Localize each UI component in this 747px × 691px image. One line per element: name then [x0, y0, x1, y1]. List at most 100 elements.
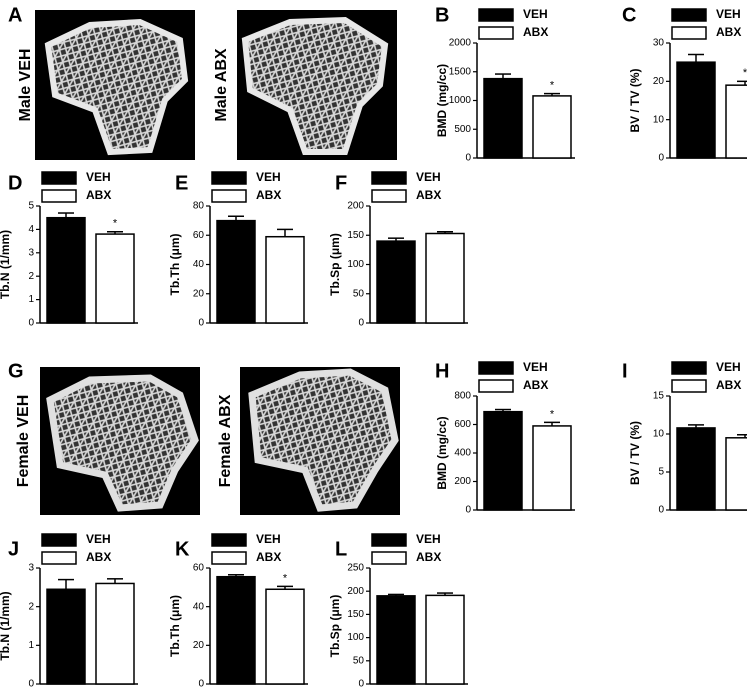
bar: [425, 232, 465, 324]
legend-label: VEH: [86, 532, 111, 546]
y-tick-label: 1: [28, 640, 34, 651]
panel-letter: J: [8, 538, 19, 560]
bar: [265, 588, 305, 685]
legend-swatch: [478, 8, 514, 22]
legend-swatch: [371, 189, 407, 203]
panel-letter: K: [175, 538, 190, 560]
y-tick-label: 40: [193, 601, 205, 612]
legend-label: VEH: [86, 170, 111, 184]
y-tick-label: 2: [28, 601, 34, 612]
bar: [46, 216, 86, 324]
legend-swatch: [478, 379, 514, 393]
panel-letter: F: [335, 172, 347, 194]
y-axis-label: BV / TV (%): [628, 68, 642, 132]
legend-label: VEH: [716, 7, 741, 21]
bar: [265, 235, 305, 324]
bar: [425, 594, 465, 685]
panel-letter: C: [622, 4, 636, 26]
y-tick-label: 15: [653, 391, 665, 402]
legend-swatch: [478, 26, 514, 40]
bar: [676, 61, 716, 159]
y-tick-label: 20: [193, 640, 205, 651]
y-tick-label: 200: [347, 201, 364, 212]
panel-letter: A: [8, 4, 22, 26]
legend-swatch: [371, 171, 407, 185]
y-axis-label: BMD (mg/cc): [435, 64, 449, 137]
y-tick-label: 0: [358, 318, 364, 329]
legend-label: ABX: [256, 550, 281, 564]
significance-star: *: [550, 80, 555, 92]
y-tick-label: 0: [198, 679, 204, 690]
y-tick-label: 5: [28, 201, 34, 212]
bone: [46, 374, 199, 512]
legend-swatch: [41, 171, 77, 185]
legend-swatch: [371, 551, 407, 565]
image-label: Female VEH: [15, 395, 32, 487]
legend-swatch: [211, 551, 247, 565]
legend-swatch: [211, 171, 247, 185]
y-axis-label: Tb.Th (μm): [168, 234, 182, 296]
bar: [725, 84, 747, 159]
bar: [376, 595, 416, 685]
significance-star: *: [743, 67, 747, 79]
legend-label: ABX: [523, 378, 548, 392]
legend-label: VEH: [256, 532, 281, 546]
y-tick-label: 500: [454, 124, 471, 135]
y-tick-label: 0: [358, 679, 364, 690]
panel-letter: G: [8, 360, 24, 382]
y-axis-label: BV / TV (%): [628, 421, 642, 485]
bar: [376, 240, 416, 324]
bar: [216, 219, 256, 324]
y-tick-label: 0: [28, 679, 34, 690]
y-tick-label: 30: [653, 38, 665, 49]
legend-swatch: [671, 379, 707, 393]
y-tick-label: 150: [347, 230, 364, 241]
y-tick-label: 5: [658, 467, 664, 478]
y-axis-label: BMD (mg/cc): [435, 416, 449, 489]
y-tick-label: 0: [465, 153, 471, 164]
bar: [46, 588, 86, 685]
legend-label: ABX: [256, 188, 281, 202]
y-axis-label: Tb.N (1/mm): [0, 591, 12, 660]
panel-letter: E: [175, 172, 188, 194]
legend-swatch: [371, 533, 407, 547]
y-axis-label: Tb.N (1/mm): [0, 230, 12, 299]
y-tick-label: 0: [198, 318, 204, 329]
y-tick-label: 600: [454, 419, 471, 430]
legend-label: VEH: [523, 360, 548, 374]
y-tick-label: 60: [193, 230, 205, 241]
panel-letter: L: [335, 538, 347, 560]
legend-swatch: [211, 533, 247, 547]
y-axis-label: Tb.Th (μm): [168, 595, 182, 657]
y-tick-label: 20: [653, 76, 665, 87]
legend-swatch: [671, 361, 707, 375]
panel-letter: B: [435, 4, 449, 26]
legend-swatch: [41, 533, 77, 547]
y-tick-label: 20: [193, 288, 205, 299]
y-tick-label: 3: [28, 247, 34, 258]
y-tick-label: 1000: [449, 95, 472, 106]
legend-swatch: [671, 26, 707, 40]
legend-label: ABX: [86, 188, 111, 202]
y-tick-label: 800: [454, 391, 471, 402]
bar: [532, 95, 572, 159]
bone: [241, 16, 389, 155]
significance-star: *: [283, 572, 288, 584]
legend-label: VEH: [256, 170, 281, 184]
y-tick-label: 100: [347, 632, 364, 643]
legend-label: VEH: [523, 7, 548, 21]
bar: [216, 575, 256, 685]
y-axis-label: Tb.Sp (μm): [328, 233, 342, 296]
legend-label: VEH: [416, 532, 441, 546]
significance-star: *: [550, 408, 555, 420]
bar: [676, 427, 716, 511]
y-tick-label: 0: [658, 153, 664, 164]
panel-letter: H: [435, 360, 449, 382]
panel-letter: I: [622, 360, 628, 382]
panel-letter: D: [8, 172, 22, 194]
legend-label: ABX: [716, 25, 741, 39]
legend-swatch: [41, 189, 77, 203]
image-label: Female ABX: [217, 394, 234, 487]
y-tick-label: 2000: [449, 38, 472, 49]
y-tick-label: 50: [353, 288, 365, 299]
